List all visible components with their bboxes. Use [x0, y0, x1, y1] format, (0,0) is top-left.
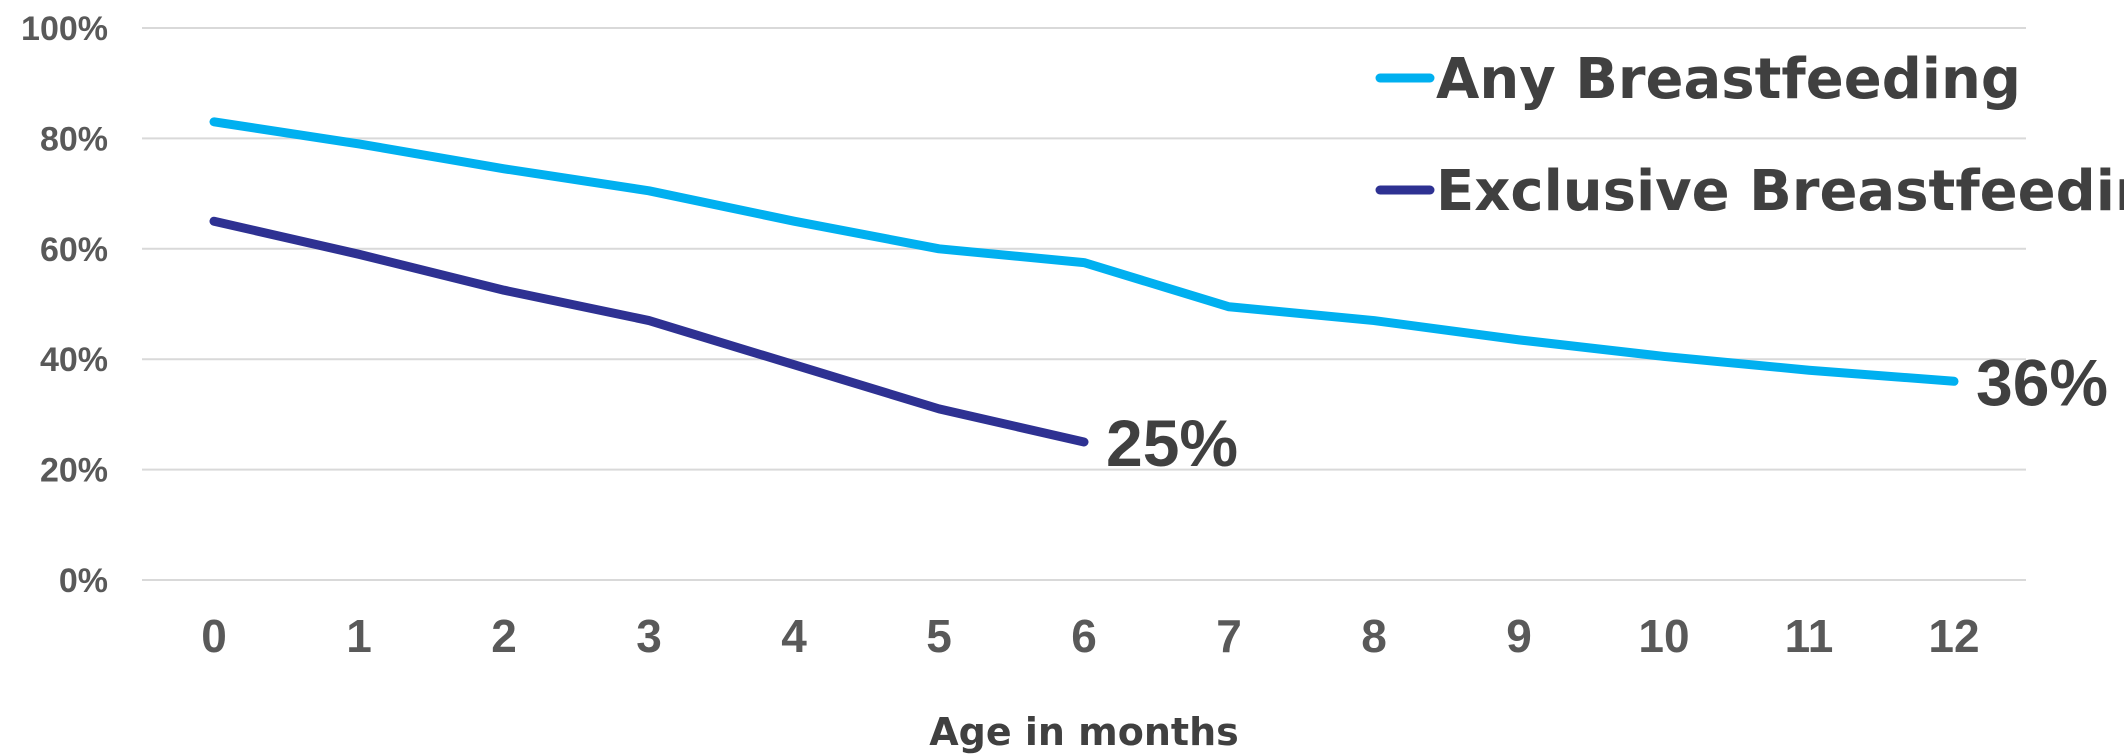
x-axis-ticks: 0 1 2 3 4 5 6 7 8 9 10 11 12: [201, 610, 1979, 662]
x-tick-label: 4: [781, 610, 807, 662]
y-tick-label: 80%: [40, 120, 108, 158]
x-tick-label: 12: [1928, 610, 1979, 662]
end-value-label: 36%: [1976, 345, 2108, 419]
y-tick-label: 60%: [40, 231, 108, 269]
legend-label: Exclusive Breastfeeding: [1436, 159, 2124, 224]
end-value-label: 25%: [1106, 406, 1238, 480]
x-tick-label: 6: [1071, 610, 1097, 662]
series-lines: [209, 117, 1959, 447]
x-tick-label: 0: [201, 610, 227, 662]
data-labels: 36% 25%: [1106, 345, 2108, 480]
x-tick-label: 3: [636, 610, 662, 662]
x-tick-label: 10: [1638, 610, 1689, 662]
x-tick-label: 9: [1506, 610, 1532, 662]
legend: Any Breastfeeding Exclusive Breastfeeding: [1375, 47, 2124, 224]
x-tick-label: 11: [1785, 610, 1834, 662]
y-tick-label: 0%: [59, 562, 108, 600]
gridlines: [142, 27, 2026, 581]
y-tick-label: 40%: [40, 341, 108, 379]
y-tick-label: 100%: [21, 10, 108, 48]
y-axis-ticks: 0% 20% 40% 60% 80% 100%: [21, 10, 108, 600]
series-line-1: [209, 216, 1089, 447]
x-tick-label: 7: [1216, 610, 1242, 662]
x-tick-label: 1: [346, 610, 372, 662]
y-tick-label: 20%: [40, 452, 108, 490]
x-axis-title: Age in months: [929, 710, 1239, 754]
legend-label: Any Breastfeeding: [1436, 47, 2021, 112]
x-tick-label: 8: [1361, 610, 1387, 662]
x-tick-label: 2: [491, 610, 517, 662]
series-line-0: [209, 117, 1959, 386]
x-tick-label: 5: [926, 610, 952, 662]
